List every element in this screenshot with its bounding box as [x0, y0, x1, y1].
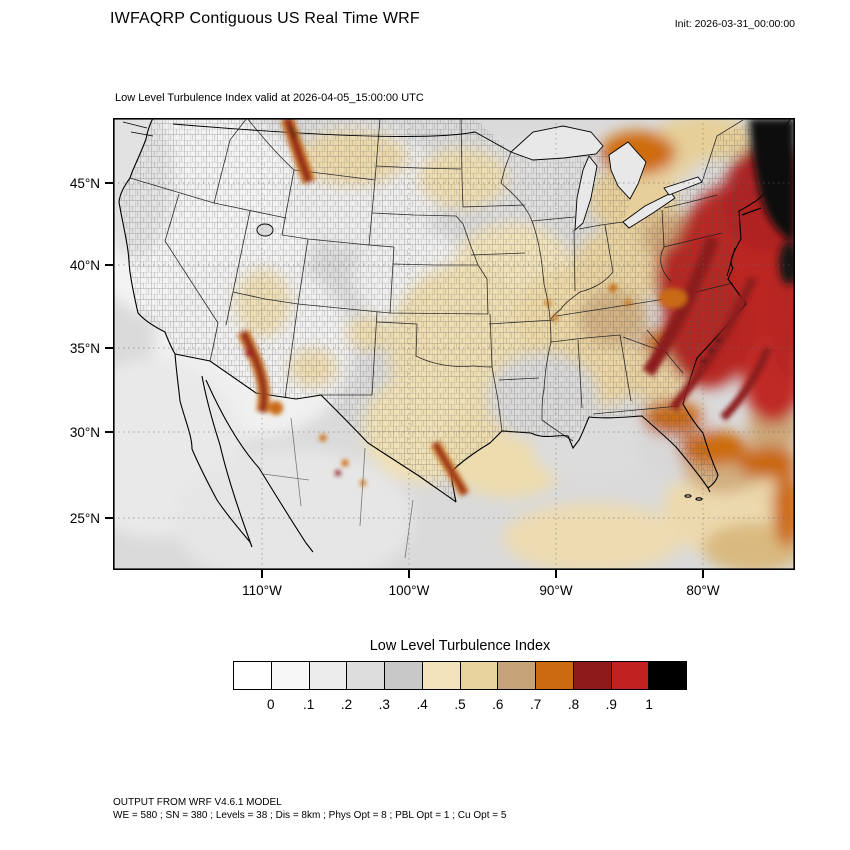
colorbar-tick: .2	[340, 697, 353, 712]
map-panel	[63, 98, 813, 588]
conus-turbulence-map	[63, 98, 813, 588]
colorbar-swatch	[460, 661, 499, 690]
lat-tick	[105, 182, 113, 184]
colorbar	[233, 661, 687, 690]
colorbar-title: Low Level Turbulence Index	[369, 638, 551, 654]
colorbar-tick: .5	[454, 697, 466, 712]
lon-tick	[555, 570, 557, 578]
lat-label-35n: 35°N	[69, 341, 100, 356]
lat-tick	[105, 517, 113, 519]
lon-label-80w: 80°W	[686, 583, 720, 598]
lat-label-30n: 30°N	[69, 425, 100, 440]
lon-label-110w: 110°W	[242, 583, 282, 598]
colorbar-tick: .1	[303, 697, 315, 712]
colorbar-tick: .3	[378, 697, 390, 712]
lat-label-45n: 45°N	[69, 176, 100, 191]
colorbar-swatch	[536, 661, 574, 690]
colorbar-swatch	[271, 661, 310, 690]
colorbar-tick: 0	[267, 697, 275, 712]
lon-tick	[408, 570, 410, 578]
lat-tick	[105, 347, 113, 349]
colorbar-tick: .9	[605, 697, 617, 712]
valid-time-subtitle: Low Level Turbulence Index valid at 2026…	[115, 92, 424, 104]
footer-line2: WE = 580 ; SN = 380 ; Levels = 38 ; Dis …	[113, 809, 507, 821]
lat-label-25n: 25°N	[69, 511, 100, 526]
colorbar-swatch	[309, 661, 348, 690]
colorbar-tick: 1	[645, 697, 653, 712]
colorbar-tick-labels: 0 .1 .2 .3 .4 .5 .6 .7 .8 .9 1	[233, 697, 687, 715]
colorbar-swatch	[233, 661, 272, 690]
colorbar-swatch	[498, 661, 536, 690]
colorbar-tick: .7	[530, 697, 542, 712]
lon-label-90w: 90°W	[539, 583, 573, 598]
colorbar-swatch	[347, 661, 385, 690]
colorbar-tick: .4	[416, 697, 428, 712]
colorbar-swatch	[649, 661, 687, 690]
colorbar-swatch	[611, 661, 650, 690]
colorbar-tick: .6	[492, 697, 504, 712]
lon-tick	[261, 570, 263, 578]
colorbar-swatch	[422, 661, 461, 690]
lon-label-100w: 100°W	[388, 583, 430, 598]
page-title: IWFAQRP Contiguous US Real Time WRF	[110, 10, 420, 27]
lat-tick	[105, 431, 113, 433]
lat-label-40n: 40°N	[69, 258, 100, 273]
colorbar-swatch	[385, 661, 423, 690]
model-config-footer: OUTPUT FROM WRF V4.6.1 MODEL WE = 580 ; …	[113, 797, 506, 822]
colorbar-tick: .8	[567, 697, 580, 712]
colorbar-swatch	[573, 661, 612, 690]
footer-line1: OUTPUT FROM WRF V4.6.1 MODEL	[113, 797, 282, 808]
lat-tick	[105, 264, 113, 266]
init-timestamp: Init: 2026-03-31_00:00:00	[674, 18, 795, 30]
lon-tick	[702, 570, 704, 578]
